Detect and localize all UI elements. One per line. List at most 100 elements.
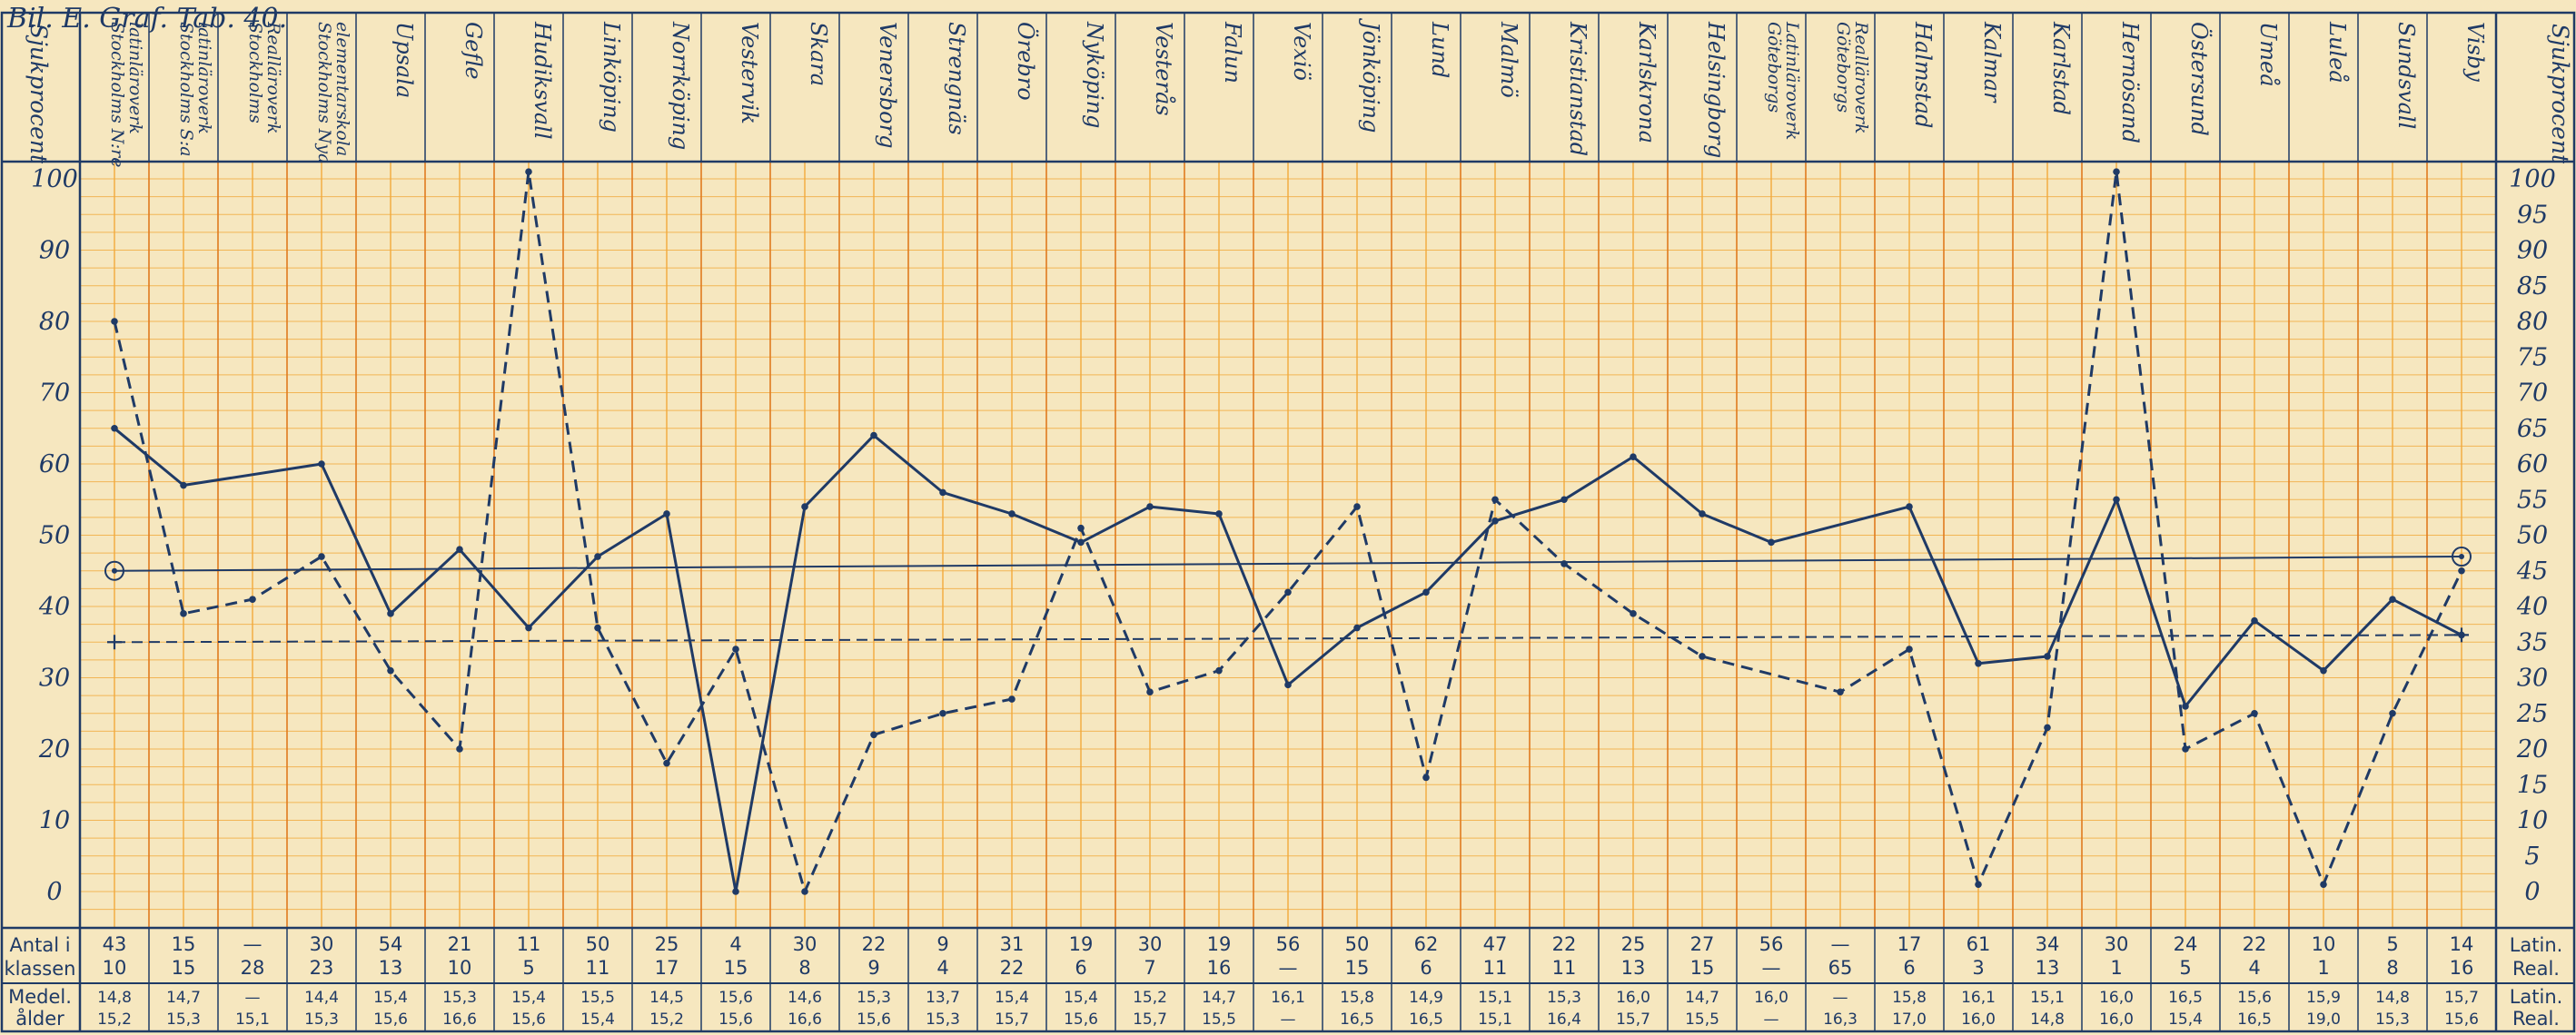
data-point [1284, 588, 1292, 596]
y-axis-title-left: Sjukprocent [25, 24, 52, 164]
class-size-latin: 24 [2174, 933, 2198, 955]
plus-marker [2454, 627, 2469, 643]
mean-age-latin: 14,4 [304, 989, 339, 1007]
y-tick-label-right: 15 [2517, 771, 2548, 799]
data-point [732, 646, 739, 653]
data-point [180, 610, 187, 617]
class-size-latin: 30 [310, 933, 334, 955]
mean-age-real: 15,3 [166, 1010, 201, 1029]
mean-age-real: 16,6 [788, 1010, 822, 1029]
y-tick-label-right: 45 [2516, 557, 2548, 586]
class-size-latin: 21 [448, 933, 472, 955]
data-point [1146, 688, 1154, 695]
data-point [870, 731, 877, 739]
y-tick-label-right: 75 [2517, 343, 2548, 371]
mean-age-real: 15,7 [995, 1010, 1029, 1029]
mean-age-real: 15,2 [97, 1010, 132, 1029]
class-size-latin: 22 [1552, 933, 1577, 955]
mean-age-real: 15,7 [1133, 1010, 1167, 1029]
class-size-latin: 17 [1897, 933, 1922, 955]
class-size-latin: 30 [2105, 933, 2129, 955]
class-size-real: 7 [1144, 957, 1155, 979]
class-size-real: 11 [586, 957, 610, 979]
city-label: Skara [806, 22, 831, 86]
mean-age-latin: 14,6 [788, 989, 822, 1007]
series-line-dashed [114, 634, 2462, 644]
mean-age-latin: 15,5 [580, 989, 615, 1007]
class-size-real: 6 [1903, 957, 1915, 979]
data-point [1215, 666, 1223, 675]
class-size-latin: 4 [729, 933, 741, 955]
class-size-real: 17 [655, 957, 679, 979]
class-size-real: 22 [1000, 957, 1025, 979]
circle-marker-dot [112, 567, 117, 574]
class-size-latin: 10 [2312, 933, 2336, 955]
city-label: Jönköping [1358, 17, 1383, 133]
class-size-real: 9 [867, 957, 879, 979]
mean-age-latin: 15,4 [511, 989, 546, 1007]
mean-age-real: 16,3 [1823, 1010, 1858, 1029]
class-size-latin: 43 [103, 933, 127, 955]
data-point [1630, 453, 1637, 460]
class-size-latin: 9 [936, 933, 948, 955]
class-size-latin: 5 [2386, 933, 2398, 955]
city-label: Vesterås [1151, 22, 1177, 116]
mean-age-latin: 15,4 [1064, 989, 1098, 1007]
data-point [2113, 168, 2120, 175]
mean-age-latin: 16,5 [2168, 989, 2203, 1007]
city-label: Realläroverk [263, 21, 283, 133]
data-point [1906, 646, 1913, 653]
y-tick-label-right: 30 [2517, 665, 2548, 693]
mean-age-real: 15,6 [2444, 1010, 2479, 1029]
city-label: Umeå [2255, 22, 2282, 87]
class-size-latin: 19 [1069, 933, 1094, 955]
class-size-real: 65 [1828, 957, 1853, 979]
city-label: Göteborgs [1764, 22, 1784, 113]
mean-age-latin: 15,3 [857, 989, 891, 1007]
mean-age-real: 15,6 [373, 1010, 408, 1029]
data-point [1215, 510, 1223, 518]
mean-age-latin: 15,6 [718, 989, 753, 1007]
class-size-real: 11 [1552, 957, 1577, 979]
city-label: Falun [1220, 21, 1245, 84]
y-tick-label-right: 40 [2516, 593, 2548, 621]
mean-age-latin: 15,1 [1478, 989, 1512, 1007]
class-size-real: 11 [1483, 957, 1508, 979]
row-label-medel-2: ålder [15, 1007, 64, 1030]
data-point [1699, 510, 1706, 518]
data-point [2458, 567, 2465, 575]
mean-age-real: 16,0 [1961, 1010, 1996, 1029]
data-point [1906, 503, 1913, 510]
data-point [387, 610, 394, 617]
city-label: Stockholms [245, 22, 265, 123]
row-label-antal-1: Antal i [9, 934, 70, 956]
y-tick-label-right: 25 [2516, 700, 2548, 728]
data-point [525, 624, 532, 632]
mean-age-real: 15,1 [235, 1010, 270, 1029]
mean-age-latin: 14,9 [1409, 989, 1443, 1007]
table-frame [0, 11, 2576, 1033]
data-point [2044, 653, 2051, 660]
y-tick-label-right: 10 [2517, 807, 2548, 835]
city-label: Visby [2462, 22, 2488, 82]
mean-age-latin: 15,4 [995, 989, 1029, 1007]
class-size-latin: — [243, 933, 263, 955]
row-label-medel-1: Medel. [8, 986, 72, 1008]
data-point [1975, 881, 1982, 888]
class-size-latin: 19 [1207, 933, 1232, 955]
mean-age-real: 16,5 [1340, 1010, 1374, 1029]
class-size-real: 8 [2386, 957, 2398, 979]
mean-age-latin: 14,7 [1685, 989, 1719, 1007]
y-tick-label-right: 95 [2517, 201, 2548, 229]
data-point [801, 503, 808, 510]
data-point [1146, 503, 1154, 510]
class-size-real: 28 [241, 957, 265, 979]
city-label: Hudiksvall [530, 21, 555, 140]
data-point [456, 745, 463, 753]
city-label: Karlskrona [1634, 21, 1660, 143]
y-tick-label-right: 5 [2524, 843, 2540, 871]
city-label: Vexiö [1289, 22, 1314, 81]
class-size-latin: 30 [1138, 933, 1163, 955]
city-label: Kalmar [1979, 21, 2005, 104]
data-point [318, 553, 325, 560]
